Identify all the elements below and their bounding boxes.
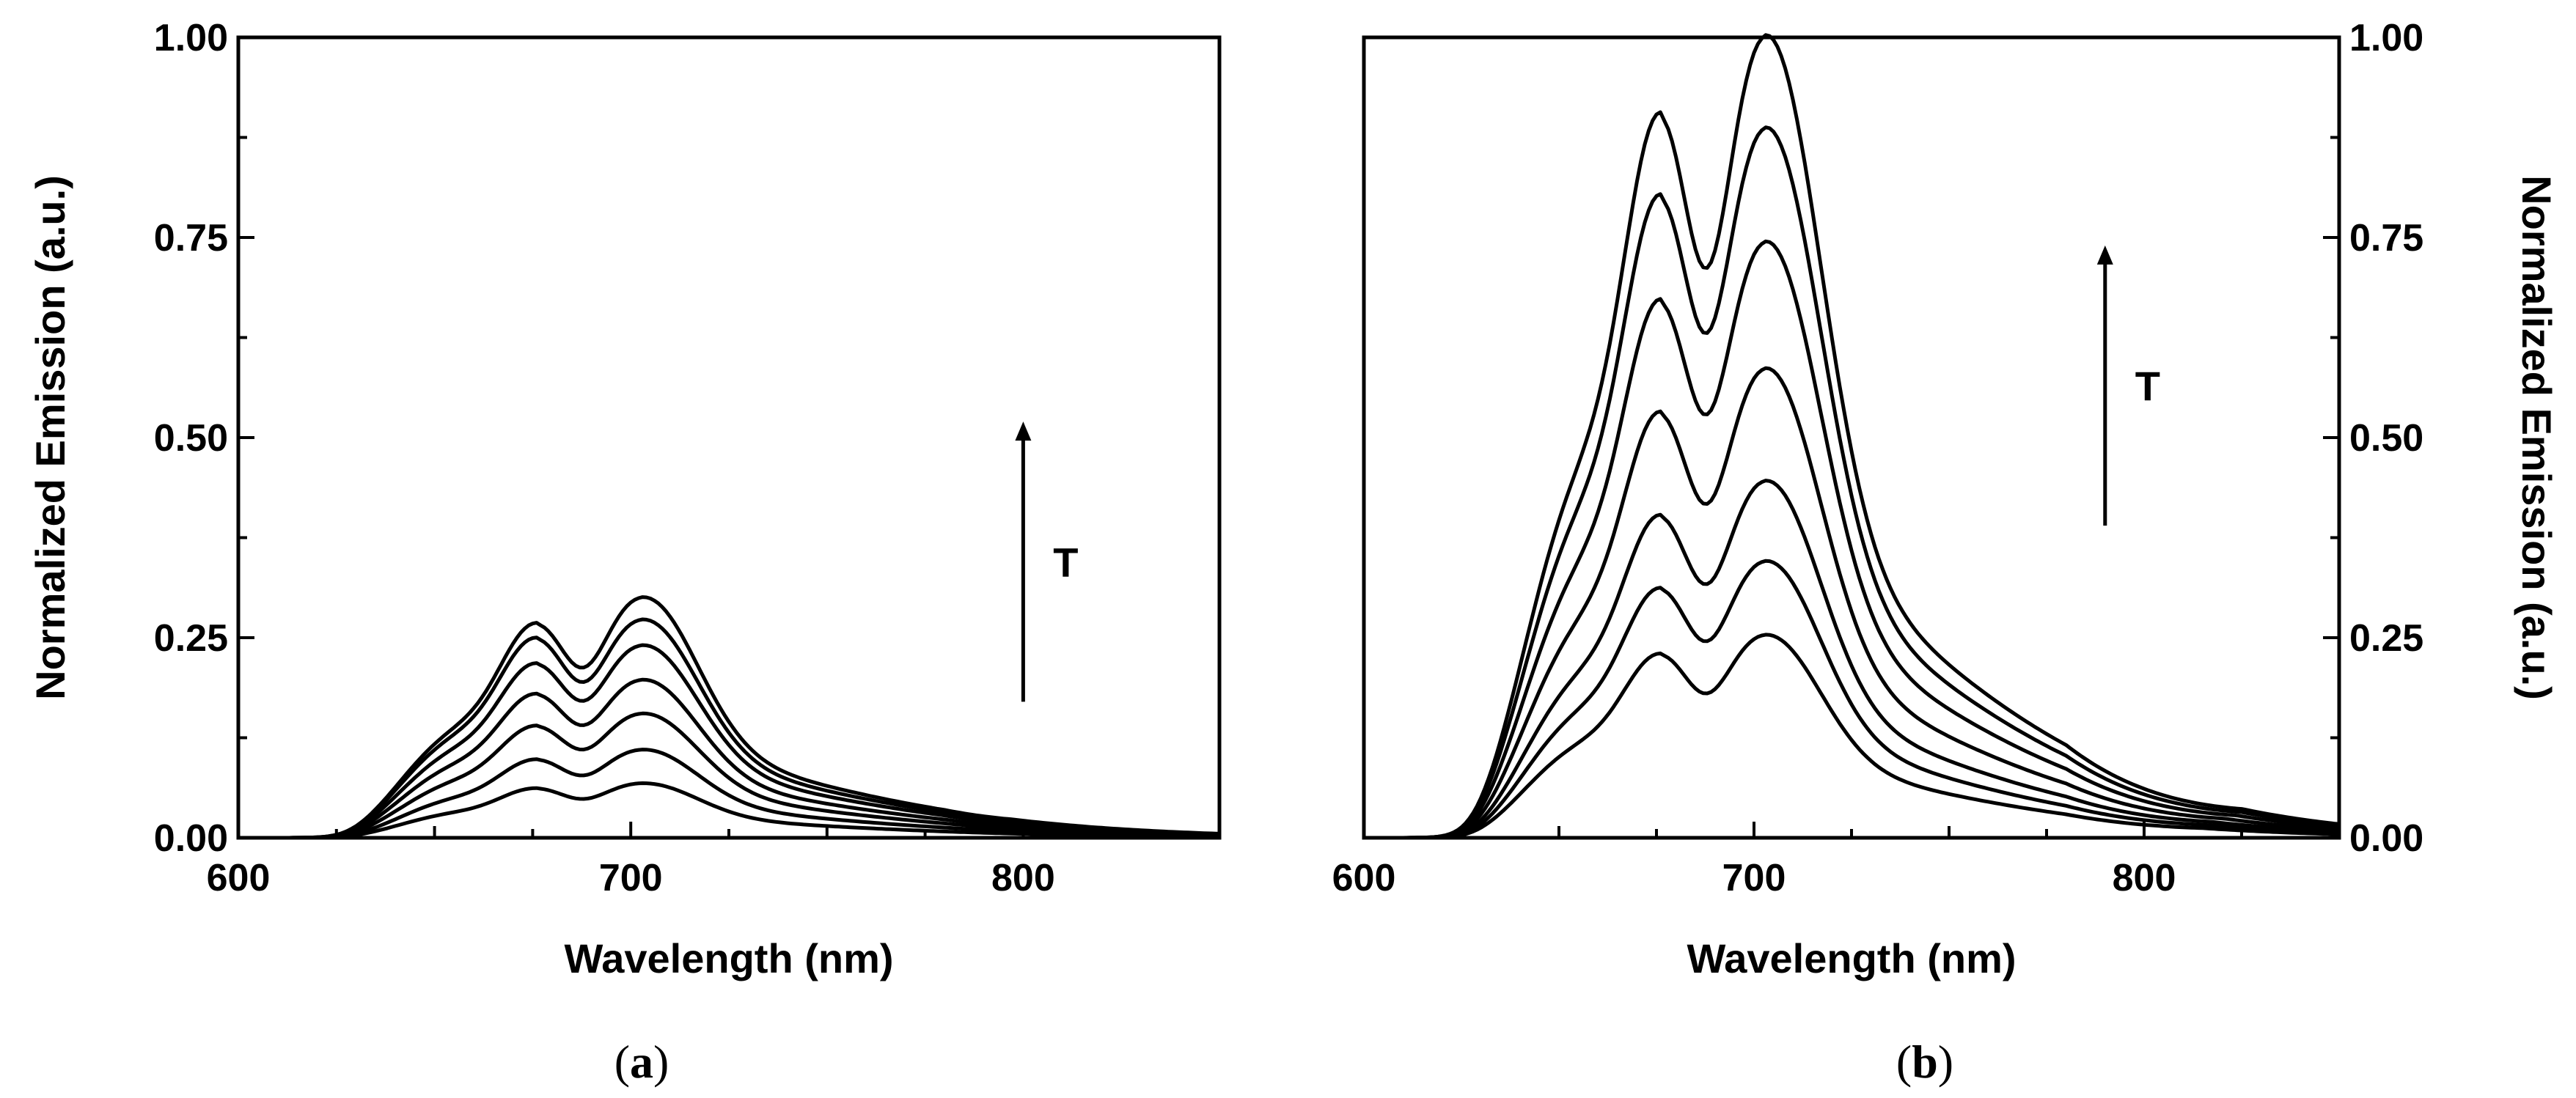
b-series-1	[1364, 633, 2340, 840]
a-arrow-head	[1015, 421, 1032, 441]
a-y-tick-label: 0.00	[154, 817, 228, 860]
panel-a-caption-open: (	[614, 1036, 630, 1088]
panel-b-caption-letter: b	[1912, 1036, 1938, 1088]
panel-a-chart: 0.00 0.25 0.50 0.75 1.00 600 700 800 T Wavelen…	[27, 17, 1222, 1088]
panel-b-caption-close: )	[1938, 1036, 1953, 1088]
panel-a-y-tick-labels: 0.00 0.25 0.50 0.75 1.00	[154, 17, 228, 860]
a-series-5	[238, 643, 1220, 840]
a-series-2	[238, 748, 1219, 840]
a-x-tick-label: 800	[991, 857, 1055, 899]
panel-a-caption-close: )	[653, 1036, 669, 1088]
b-series-4	[1364, 366, 2340, 840]
b-x-tick-label: 800	[2113, 857, 2176, 899]
b-arrow-head	[2096, 245, 2113, 265]
a-x-tick-label: 600	[207, 857, 271, 899]
b-y-tick-label: 1.00	[2349, 17, 2423, 59]
panel-a-ticks	[237, 36, 1221, 839]
panel-a-curves	[238, 595, 1220, 840]
panel-a-arrow-label: T	[1053, 539, 1078, 585]
a-y-tick-label: 1.00	[154, 17, 228, 59]
b-x-tick-label: 600	[1332, 857, 1396, 899]
a-y-tick-label: 0.25	[154, 617, 228, 660]
b-y-tick-label: 0.50	[2349, 417, 2423, 460]
b-y-tick-label: 0.00	[2349, 817, 2423, 860]
b-series-3	[1364, 479, 2340, 840]
panel-b-arrow-label: T	[2135, 363, 2160, 409]
panel-b-y-tick-labels: 0.00 0.25 0.50 0.75 1.00	[2349, 17, 2423, 860]
a-series-3	[238, 711, 1220, 840]
b-y-tick-label: 0.75	[2349, 217, 2423, 259]
b-series-5	[1364, 239, 2340, 840]
panel-b-x-tick-labels: 600 700 800	[1332, 857, 2176, 899]
a-series-7	[238, 595, 1220, 840]
panel-b-curves	[1364, 33, 2340, 840]
panel-a-plot-frame	[236, 35, 1222, 840]
a-y-tick-label: 0.75	[154, 217, 228, 259]
panel-b-arrow	[2096, 245, 2113, 526]
panel-a-x-tick-labels: 600 700 800	[207, 857, 1055, 899]
b-series-2	[1364, 559, 2340, 840]
a-series-1	[238, 781, 1219, 840]
panel-b-chart: 0.00 0.25 0.50 0.75 1.00 600 700 800 T Wavelen…	[1332, 17, 2560, 1088]
a-y-tick-label: 0.50	[154, 417, 228, 460]
b-series-7	[1364, 33, 2340, 840]
a-x-tick-label: 700	[599, 857, 663, 899]
panel-b-caption-open: (	[1896, 1036, 1912, 1088]
panel-a-y-axis-title: Normalized Emission (a.u.)	[27, 175, 73, 700]
panel-b-x-axis-title: Wavelength (nm)	[1687, 935, 2016, 981]
panel-a-caption-letter: a	[630, 1036, 653, 1088]
a-series-4	[238, 677, 1220, 840]
panel-b-y-axis-title: Normalized Emission (a.u.)	[2514, 175, 2560, 700]
b-series-6	[1364, 125, 2340, 840]
panel-b-caption: (b)	[1896, 1036, 1953, 1088]
b-y-tick-label: 0.25	[2349, 617, 2423, 660]
panel-a-arrow	[1015, 421, 1032, 702]
b-x-tick-label: 700	[1722, 857, 1786, 899]
panel-a-caption: (a)	[614, 1036, 669, 1088]
panel-a-x-axis-title: Wavelength (nm)	[564, 935, 893, 981]
